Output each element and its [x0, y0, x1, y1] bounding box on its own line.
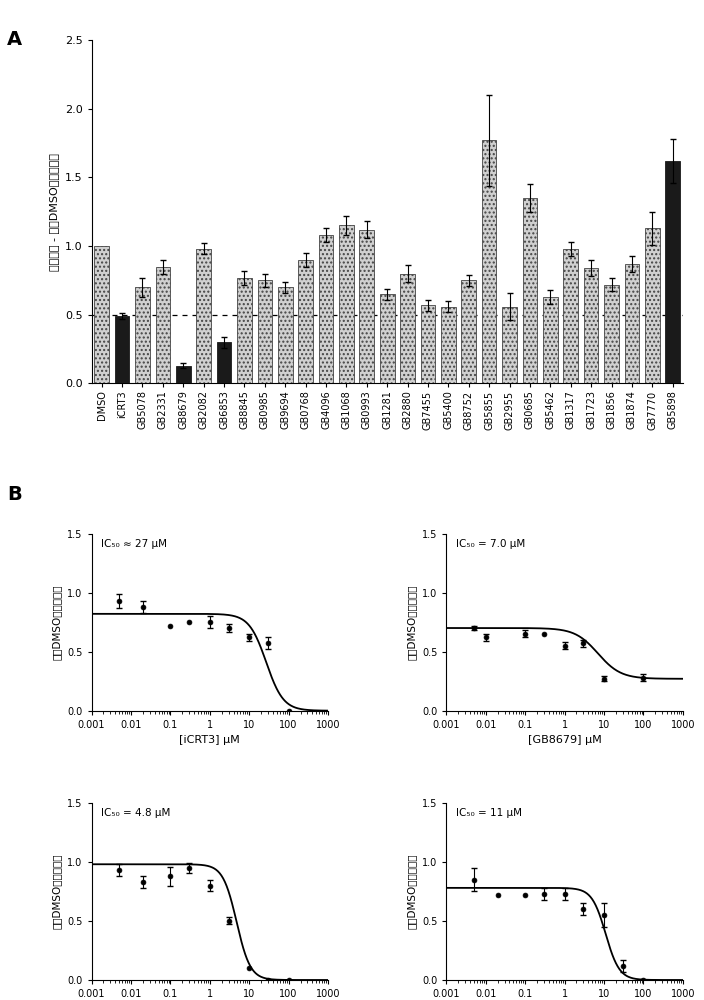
Bar	[319, 235, 334, 383]
Bar	[665, 161, 680, 383]
Text: B: B	[7, 485, 22, 504]
Bar	[115, 316, 130, 383]
Bar	[441, 307, 455, 383]
Bar	[94, 246, 109, 383]
Bar	[380, 294, 394, 383]
Bar	[156, 267, 170, 383]
Bar	[502, 307, 517, 383]
Text: IC₅₀ = 7.0 μM: IC₅₀ = 7.0 μM	[455, 539, 525, 549]
Text: IC₅₀ = 4.8 μM: IC₅₀ = 4.8 μM	[101, 808, 170, 818]
Bar	[584, 268, 598, 383]
Bar	[258, 280, 272, 383]
Bar	[624, 264, 639, 383]
Bar	[421, 305, 435, 383]
Bar	[237, 278, 252, 383]
Y-axis label: 相对DMSO的倍数变化: 相对DMSO的倍数变化	[406, 584, 416, 660]
Y-axis label: 相对DMSO的倍数变化: 相对DMSO的倍数变化	[51, 584, 61, 660]
Y-axis label: 相对DMSO的倍数变化: 相对DMSO的倍数变化	[51, 854, 61, 929]
Bar	[196, 249, 211, 383]
Y-axis label: 报告活性 - 相对DMSO的倍数变化: 报告活性 - 相对DMSO的倍数变化	[49, 153, 59, 271]
Bar	[298, 260, 313, 383]
Bar	[522, 198, 537, 383]
X-axis label: [iCRT3] μM: [iCRT3] μM	[180, 735, 240, 745]
Bar	[176, 366, 191, 383]
Bar	[360, 230, 374, 383]
Text: A: A	[7, 30, 22, 49]
Bar	[135, 287, 150, 383]
Bar	[543, 297, 558, 383]
Bar	[339, 225, 353, 383]
Bar	[645, 228, 660, 383]
Bar	[401, 274, 415, 383]
Bar	[278, 287, 293, 383]
X-axis label: [GB8679] μM: [GB8679] μM	[528, 735, 601, 745]
Bar	[482, 140, 496, 383]
Bar	[217, 342, 232, 383]
Text: IC₅₀ ≈ 27 μM: IC₅₀ ≈ 27 μM	[101, 539, 167, 549]
Y-axis label: 相对DMSO的倍数变化: 相对DMSO的倍数变化	[406, 854, 416, 929]
Bar	[563, 249, 578, 383]
Bar	[604, 285, 619, 383]
Text: IC₅₀ = 11 μM: IC₅₀ = 11 μM	[455, 808, 522, 818]
Bar	[461, 280, 476, 383]
